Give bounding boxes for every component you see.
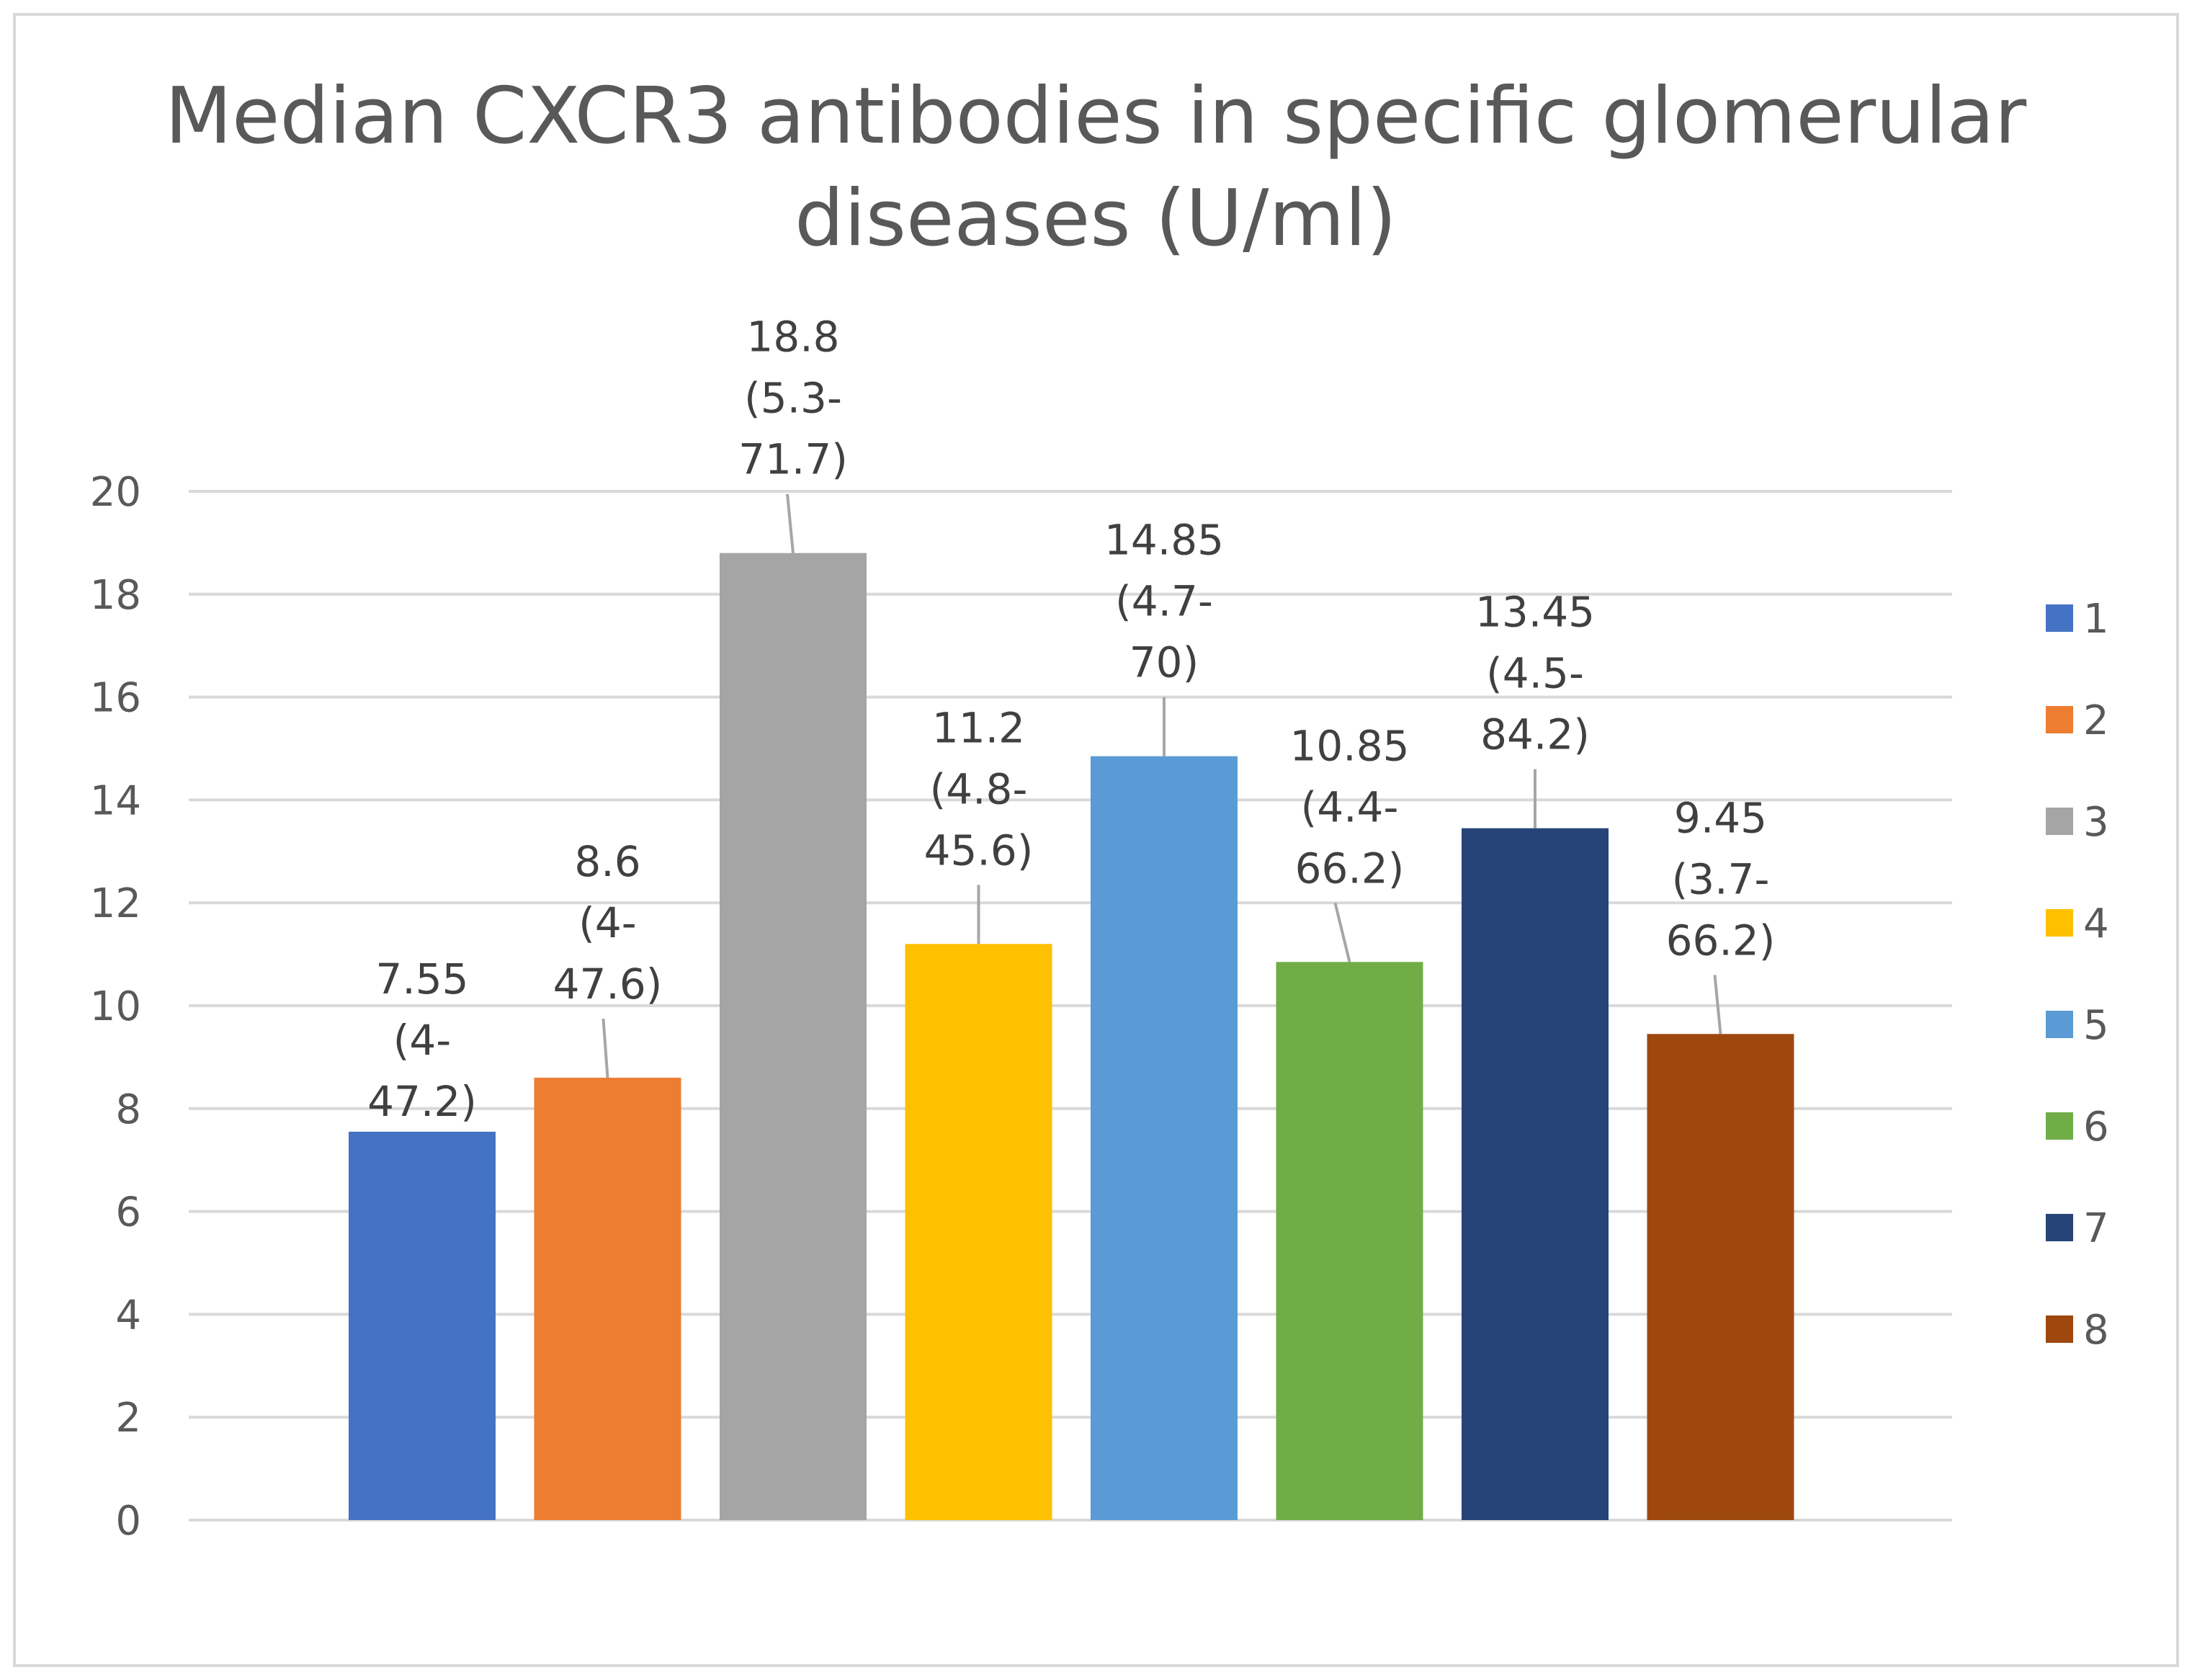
data-label-8-line-3: 66.2): [1666, 916, 1776, 965]
data-label-6-line-2: (4.4-: [1301, 782, 1399, 831]
data-label-5: 14.85 (4.7- 70): [1104, 516, 1224, 687]
data-label-1: 7.55 (4- 47.2): [367, 955, 477, 1126]
y-tick-label-20: 20: [90, 469, 141, 516]
bar-2: [534, 1077, 681, 1520]
data-label-8-line-2: (3.7-: [1672, 854, 1770, 903]
bar-1: [349, 1131, 496, 1520]
legend: 1 2 3 4 5 6 7 8: [2046, 596, 2109, 1354]
y-tick-label-14: 14: [90, 777, 141, 824]
y-tick-label-18: 18: [90, 572, 141, 619]
data-label-3: 18.8 (5.3- 71.7): [738, 313, 848, 484]
legend-entry-1: 1: [2046, 596, 2109, 643]
legend-swatch-8: [2046, 1315, 2073, 1343]
data-label-5-line-2: (4.7-: [1115, 577, 1213, 626]
legend-label-2: 2: [2083, 697, 2109, 744]
data-label-7-line-3: 84.2): [1480, 710, 1590, 759]
data-label-1-line-2: (4-: [393, 1016, 451, 1065]
bar-6: [1276, 962, 1423, 1520]
data-label-1-line-1: 7.55: [375, 955, 468, 1004]
data-label-2-line-2: (4-: [578, 898, 636, 947]
data-label-8-line-1: 9.45: [1674, 793, 1767, 842]
legend-swatch-6: [2046, 1112, 2073, 1140]
y-tick-label-0: 0: [115, 1498, 141, 1545]
legend-label-8: 8: [2083, 1307, 2109, 1354]
legend-swatch-2: [2046, 706, 2073, 733]
legend-label-6: 6: [2083, 1104, 2109, 1150]
legend-swatch-1: [2046, 604, 2073, 632]
data-label-6-line-3: 66.2): [1295, 844, 1405, 893]
y-tick-label-12: 12: [90, 880, 141, 927]
data-label-7-line-2: (4.5-: [1486, 649, 1584, 698]
y-tick-label-16: 16: [90, 675, 141, 722]
legend-swatch-4: [2046, 909, 2073, 937]
data-label-7-line-1: 13.45: [1475, 588, 1595, 637]
data-label-8: 9.45 (3.7- 66.2): [1666, 793, 1776, 965]
legend-swatch-3: [2046, 808, 2073, 835]
legend-entry-8: 8: [2046, 1307, 2109, 1354]
legend-entry-3: 3: [2046, 799, 2109, 846]
bar-7: [1462, 828, 1609, 1520]
leader-line-8: [1713, 975, 1722, 1035]
chart-title-line-2: diseases (U/ml): [795, 174, 1397, 264]
data-label-4: 11.2 (4.8- 45.6): [924, 703, 1034, 875]
y-tick-label-10: 10: [90, 983, 141, 1030]
leader-line-2: [601, 1018, 609, 1078]
legend-label-3: 3: [2083, 799, 2109, 846]
data-label-3-line-3: 71.7): [738, 435, 848, 484]
chart-title-line-1: Median CXCR3 antibodies in specific glom…: [165, 71, 2027, 161]
bar-8: [1647, 1034, 1794, 1520]
data-label-6-line-1: 10.85: [1289, 721, 1409, 770]
data-label-5-line-1: 14.85: [1104, 516, 1224, 565]
data-labels: 7.55 (4- 47.2) 8.6 (4- 47.6) 18.8 (5.3- 71.7) 11.…: [367, 313, 1775, 1126]
legend-entry-4: 4: [2046, 901, 2109, 947]
legend-label-7: 7: [2083, 1205, 2109, 1252]
leader-line-6: [1333, 902, 1351, 962]
leader-lines: [601, 493, 1722, 1078]
data-label-2-line-3: 47.6): [553, 960, 663, 1009]
data-label-3-line-2: (5.3-: [744, 374, 842, 423]
bar-5: [1091, 756, 1238, 1520]
data-label-6: 10.85 (4.4- 66.2): [1289, 721, 1409, 893]
leader-line-3: [786, 493, 795, 553]
y-tick-label-2: 2: [115, 1395, 141, 1442]
data-label-1-line-3: 47.2): [367, 1077, 477, 1126]
legend-swatch-7: [2046, 1214, 2073, 1241]
legend-swatch-5: [2046, 1011, 2073, 1038]
y-tick-label-8: 8: [115, 1086, 141, 1133]
data-label-4-line-2: (4.8-: [930, 764, 1028, 813]
legend-label-4: 4: [2083, 901, 2109, 947]
bar-4: [905, 944, 1052, 1520]
legend-entry-2: 2: [2046, 697, 2109, 744]
legend-label-1: 1: [2083, 596, 2109, 643]
data-label-4-line-3: 45.6): [924, 826, 1034, 875]
data-label-2: 8.6 (4- 47.6): [553, 837, 663, 1009]
bar-3: [720, 553, 867, 1521]
data-label-2-line-1: 8.6: [574, 837, 640, 886]
y-axis-tick-labels: 0 2 4 6 8 10 12 14 16 18 20: [90, 469, 141, 1545]
data-label-3-line-1: 18.8: [746, 313, 839, 362]
legend-entry-7: 7: [2046, 1205, 2109, 1252]
legend-label-5: 5: [2083, 1002, 2109, 1049]
y-tick-label-4: 4: [115, 1292, 141, 1339]
data-label-7: 13.45 (4.5- 84.2): [1475, 588, 1595, 759]
bars: [349, 553, 1794, 1521]
chart-title: Median CXCR3 antibodies in specific glom…: [165, 71, 2027, 264]
data-label-5-line-3: 70): [1129, 638, 1199, 687]
data-label-4-line-1: 11.2: [932, 703, 1025, 752]
y-tick-label-6: 6: [115, 1189, 141, 1236]
legend-entry-6: 6: [2046, 1104, 2109, 1150]
legend-entry-5: 5: [2046, 1002, 2109, 1049]
